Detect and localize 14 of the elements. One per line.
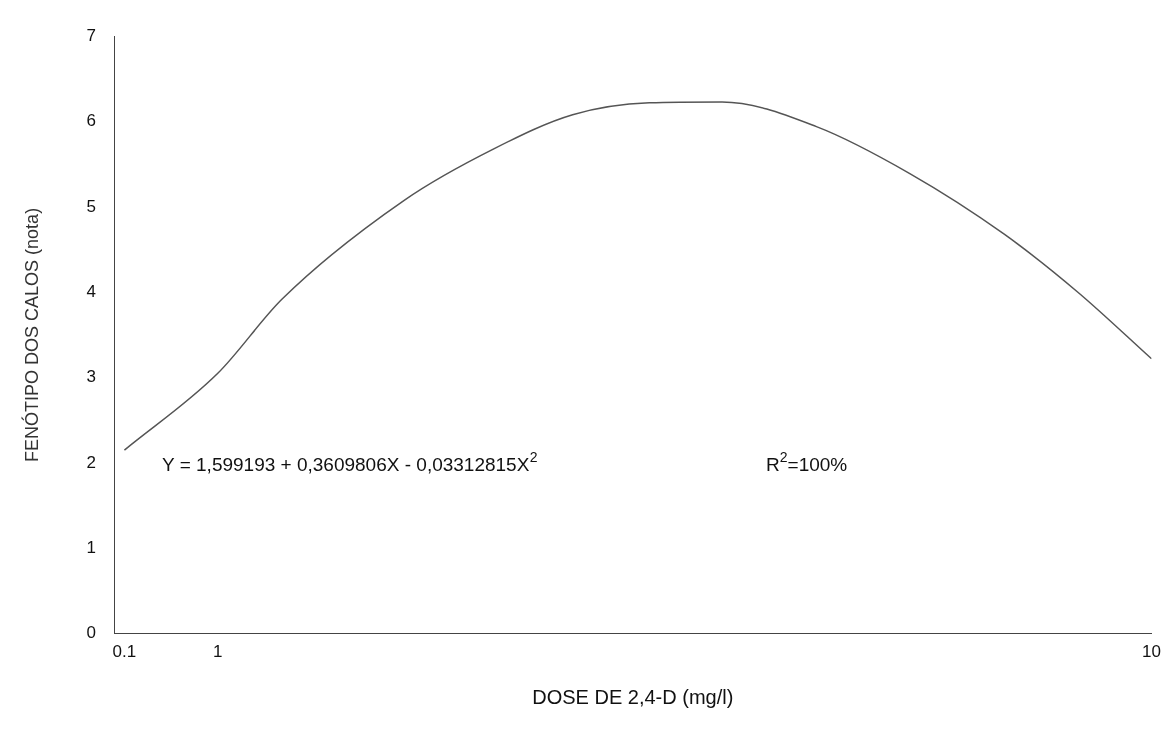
y-tick-label: 5 (86, 196, 97, 216)
y-tick-label: 4 (86, 281, 97, 301)
line-series (123, 101, 1152, 451)
y-tick-label: 3 (86, 367, 97, 387)
x-tick-label: 0.1 (112, 642, 137, 662)
y-tick-label: 0 (86, 623, 97, 643)
x-axis-title: DOSE DE 2,4-D (mg/l) (532, 685, 734, 708)
y-axis-title: FENÓTIPO DOS CALOS (nota) (20, 207, 42, 462)
y-tick-label: 1 (86, 537, 97, 557)
y-tick-label: 7 (86, 25, 97, 45)
y-tick-label: 2 (86, 452, 97, 472)
x-tick-label: 10 (1142, 642, 1162, 662)
x-tick-label: 1 (213, 642, 223, 662)
y-tick-label: 6 (86, 111, 97, 131)
